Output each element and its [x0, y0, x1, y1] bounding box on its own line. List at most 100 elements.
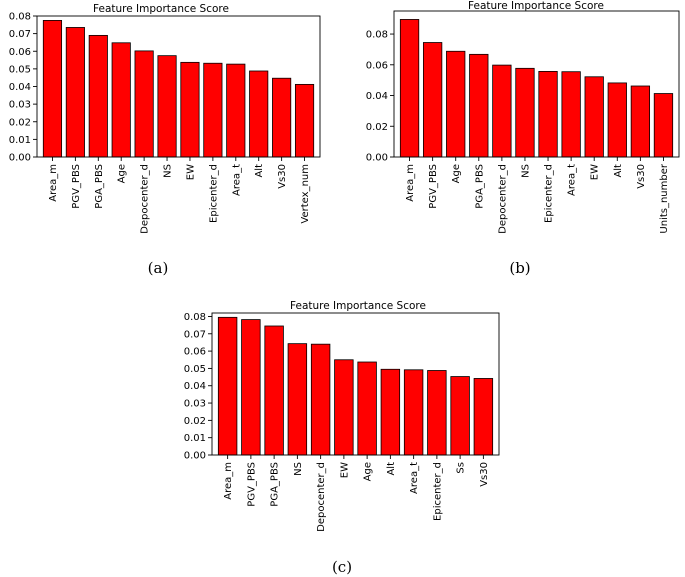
- chart-c-x-tick-label: PGA_PBS: [270, 462, 281, 507]
- chart-a-bar-ns: [157, 55, 177, 158]
- chart-a-x-tick-label: Age: [117, 164, 128, 183]
- chart-b-y-axis: 0.00 0.02 0.04 0.06 0.08: [366, 30, 394, 164]
- chart-a-y-tick-label: 0.08: [9, 12, 31, 23]
- chart-b-x-tick-label: Vs30: [636, 164, 647, 189]
- chart-c-bar-ns: [287, 343, 308, 456]
- chart-a-bar-alt: [249, 70, 269, 158]
- chart-a-x-tick-label: EW: [185, 164, 196, 180]
- chart-a-y-tick-label: 0.07: [9, 29, 31, 40]
- chart-a-bar-ew: [180, 61, 200, 158]
- chart-a-y-tick-label: 0.03: [9, 100, 31, 111]
- chart-c-y-tick-label: 0.04: [184, 381, 206, 392]
- chart-b-bar-pgv-pbs: [422, 42, 443, 158]
- chart-b-bar-epicenter-d: [538, 71, 558, 158]
- chart-c-bar-area-m: [217, 316, 238, 456]
- chart-b-bar-area-m: [399, 19, 420, 158]
- chart-b-bar-ns: [515, 67, 535, 158]
- chart-b-x-tick-label: PGA_PBS: [474, 164, 485, 209]
- chart-b-bar-units-number: [653, 93, 674, 158]
- chart-b-x-tick-label: Epicenter_d: [544, 164, 555, 223]
- chart-a-x-tick-label: Epicenter_d: [208, 164, 219, 223]
- chart-a-bar-pga-pbs: [88, 34, 108, 158]
- chart-c-frame: [211, 312, 500, 456]
- chart-a-y-tick-label: 0.06: [9, 47, 31, 58]
- caption-b: (b): [509, 259, 530, 277]
- chart-b-x-axis: Area_m PGV_PBS Age PGA_PBS Depocenter_d NS Epi…: [405, 157, 670, 234]
- chart-c-x-tick-label: Vs30: [479, 462, 490, 487]
- chart-c-bar-pga-pbs: [264, 325, 284, 456]
- chart-a-x-tick-label: PGV_PBS: [71, 164, 82, 209]
- chart-b-bar-pga-pbs: [469, 53, 489, 158]
- chart-b-y-tick-label: 0.06: [366, 60, 388, 71]
- chart-c-y-tick-label: 0.06: [184, 347, 206, 358]
- chart-b-y-tick-label: 0.04: [366, 91, 388, 102]
- chart-b-x-tick-label: Alt: [613, 164, 624, 178]
- chart-c-x-tick-label: NS: [293, 462, 304, 476]
- chart-c-bar-epicenter-d: [427, 370, 447, 456]
- chart-a-x-tick-label: NS: [163, 164, 174, 178]
- chart-a-x-tick-label: Area_m: [48, 164, 59, 202]
- chart-a-title: Feature Importance Score: [93, 3, 229, 15]
- chart-c-x-tick-label: Alt: [386, 462, 397, 476]
- chart-c-x-tick-label: Depocenter_d: [316, 462, 327, 532]
- caption-a: (a): [148, 259, 169, 277]
- chart-c-bar-pgv-pbs: [241, 319, 261, 456]
- chart-a-y-axis: 0.00 0.01 0.02 0.03 0.04 0.05 0.06 0.07 0.08: [9, 12, 37, 164]
- chart-b-x-tick-label: Age: [451, 164, 462, 183]
- chart-c-bar-depocenter-d: [310, 343, 331, 456]
- chart-b: Feature Importance Score 0.000.020.040.0…: [366, 0, 680, 234]
- chart-c-y-tick-label: 0.01: [184, 433, 206, 444]
- chart-a-bar-pgv-pbs: [65, 27, 85, 158]
- chart-a-y-tick-label: 0.01: [9, 135, 31, 146]
- chart-a-x-tick-label: Vertex_num: [300, 164, 311, 224]
- chart-c-y-tick-label: 0.02: [184, 416, 206, 427]
- chart-c-bars: [217, 316, 494, 456]
- chart-b-title: Feature Importance Score: [468, 0, 604, 12]
- chart-b-x-tick-label: NS: [520, 164, 531, 178]
- chart-a-bar-depocenter-d: [134, 50, 154, 158]
- chart-b-bar-area-t: [561, 71, 581, 158]
- chart-a-bar-vertex-num: [294, 83, 315, 158]
- chart-c-x-tick-label: Area_t: [409, 462, 420, 494]
- chart-a-y-tick-label: 0.02: [9, 117, 31, 128]
- chart-a-bar-epicenter-d: [203, 62, 223, 158]
- chart-b-x-tick-label: PGV_PBS: [428, 164, 439, 209]
- chart-c-bar-age: [357, 361, 377, 456]
- chart-a-bar-age: [111, 42, 131, 158]
- chart-c-bar-area-t: [403, 369, 424, 456]
- chart-a-x-axis: Area_m PGV_PBS PGA_PBS Age Depocenter_d NS EW E…: [48, 157, 311, 234]
- chart-b-bar-ew: [584, 76, 604, 158]
- caption-c: (c): [332, 558, 352, 576]
- chart-c-y-tick-label: 0.07: [184, 329, 206, 340]
- chart-c-y-tick-label: 0.03: [184, 399, 206, 410]
- chart-a-x-tick-label: Alt: [254, 164, 265, 178]
- chart-c-x-tick-label: Area_m: [223, 462, 234, 500]
- chart-c-bar-alt: [380, 368, 401, 456]
- chart-b-x-tick-label: Area_t: [567, 164, 578, 196]
- chart-c-title: Feature Importance Score: [290, 300, 426, 312]
- chart-a-bar-area-m: [42, 20, 63, 158]
- chart-b-bar-vs30: [630, 85, 651, 158]
- chart-c-x-tick-label: Age: [363, 462, 374, 481]
- chart-a-x-tick-label: Vs30: [277, 164, 288, 189]
- chart-a-x-tick-label: PGA_PBS: [94, 164, 105, 209]
- chart-c-x-tick-label: PGV_PBS: [246, 462, 257, 507]
- chart-a-x-tick-label: Depocenter_d: [140, 164, 151, 234]
- chart-b-y-tick-label: 0.08: [366, 30, 388, 41]
- chart-c: Feature Importance Score 0.00 0.01 0.02 0.0…: [184, 300, 500, 532]
- chart-b-x-tick-label: EW: [590, 164, 601, 180]
- chart-c-bar-vs30: [473, 378, 494, 456]
- chart-c-y-tick-label: 0.00: [184, 451, 206, 462]
- chart-a-bars: [42, 20, 315, 158]
- chart-a-frame: [36, 15, 321, 158]
- chart-c-x-tick-label: EW: [339, 462, 350, 478]
- chart-a-x-tick-label: Area_t: [231, 164, 242, 196]
- chart-c-x-axis: Area_m PGV_PBS PGA_PBS NS Depocenter_d EW Age A…: [223, 455, 490, 532]
- chart-b-bar-depocenter-d: [492, 64, 512, 158]
- chart-c-bar-ss: [450, 376, 470, 456]
- chart-a-y-tick-label: 0.00: [9, 153, 31, 164]
- chart-a: Feature Importance Score 0.00 0.01 0.02 0.0…: [9, 3, 321, 234]
- chart-c-bar-ew: [334, 359, 354, 456]
- chart-a-y-tick-label: 0.04: [9, 82, 31, 93]
